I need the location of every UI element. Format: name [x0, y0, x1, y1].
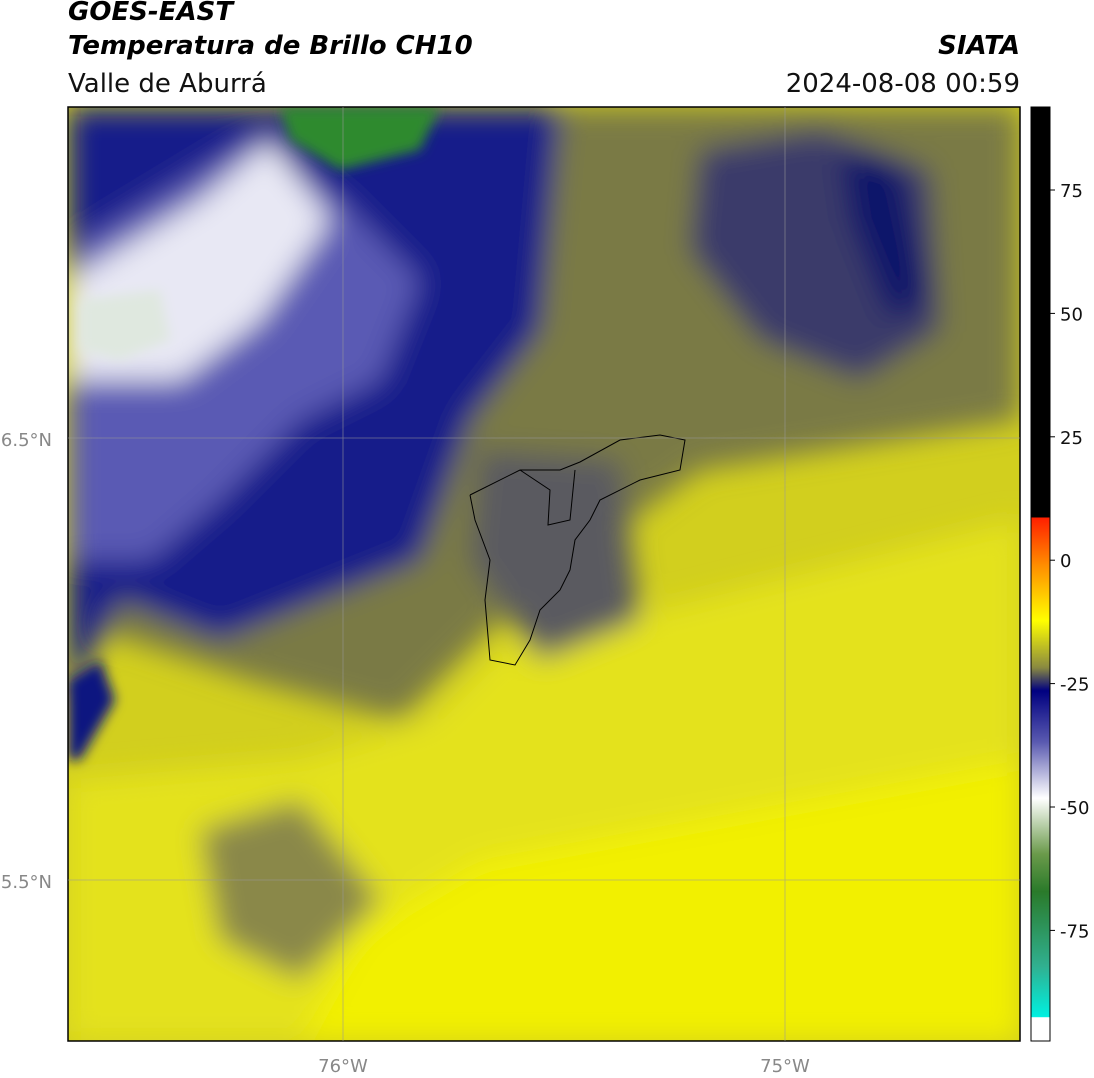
datetime: 2024-08-08 00:59 [786, 69, 1020, 99]
graticule [68, 107, 1020, 1041]
lon-label: 76°W [318, 1056, 368, 1077]
source: SIATA [938, 31, 1020, 61]
colorbar-tick-label: 0 [1060, 551, 1071, 572]
colorbar-tick-label: 25 [1060, 428, 1083, 449]
colorbar-tick-label: 50 [1060, 304, 1083, 325]
lat-label: 6.5°N [1, 430, 52, 451]
satellite-image [68, 107, 1020, 1041]
title: GOES-EAST [68, 0, 235, 27]
colorbar-tick-label: -25 [1060, 675, 1089, 696]
lat-label: 5.5°N [1, 872, 52, 893]
subtitle: Temperatura de Brillo CH10 [68, 31, 473, 61]
region: Valle de Aburrá [68, 69, 267, 99]
colorbar-ticks: 75 50 25 0 -25 -50 -75 [1050, 181, 1089, 942]
lon-label: 75°W [760, 1056, 810, 1077]
colorbar-tick-label: -50 [1060, 798, 1089, 819]
colorbar [1030, 106, 1051, 1042]
colorbar-tick-label: -75 [1060, 921, 1089, 942]
map-frame [67, 106, 1021, 1042]
colorbar-tick-label: 75 [1060, 181, 1083, 202]
